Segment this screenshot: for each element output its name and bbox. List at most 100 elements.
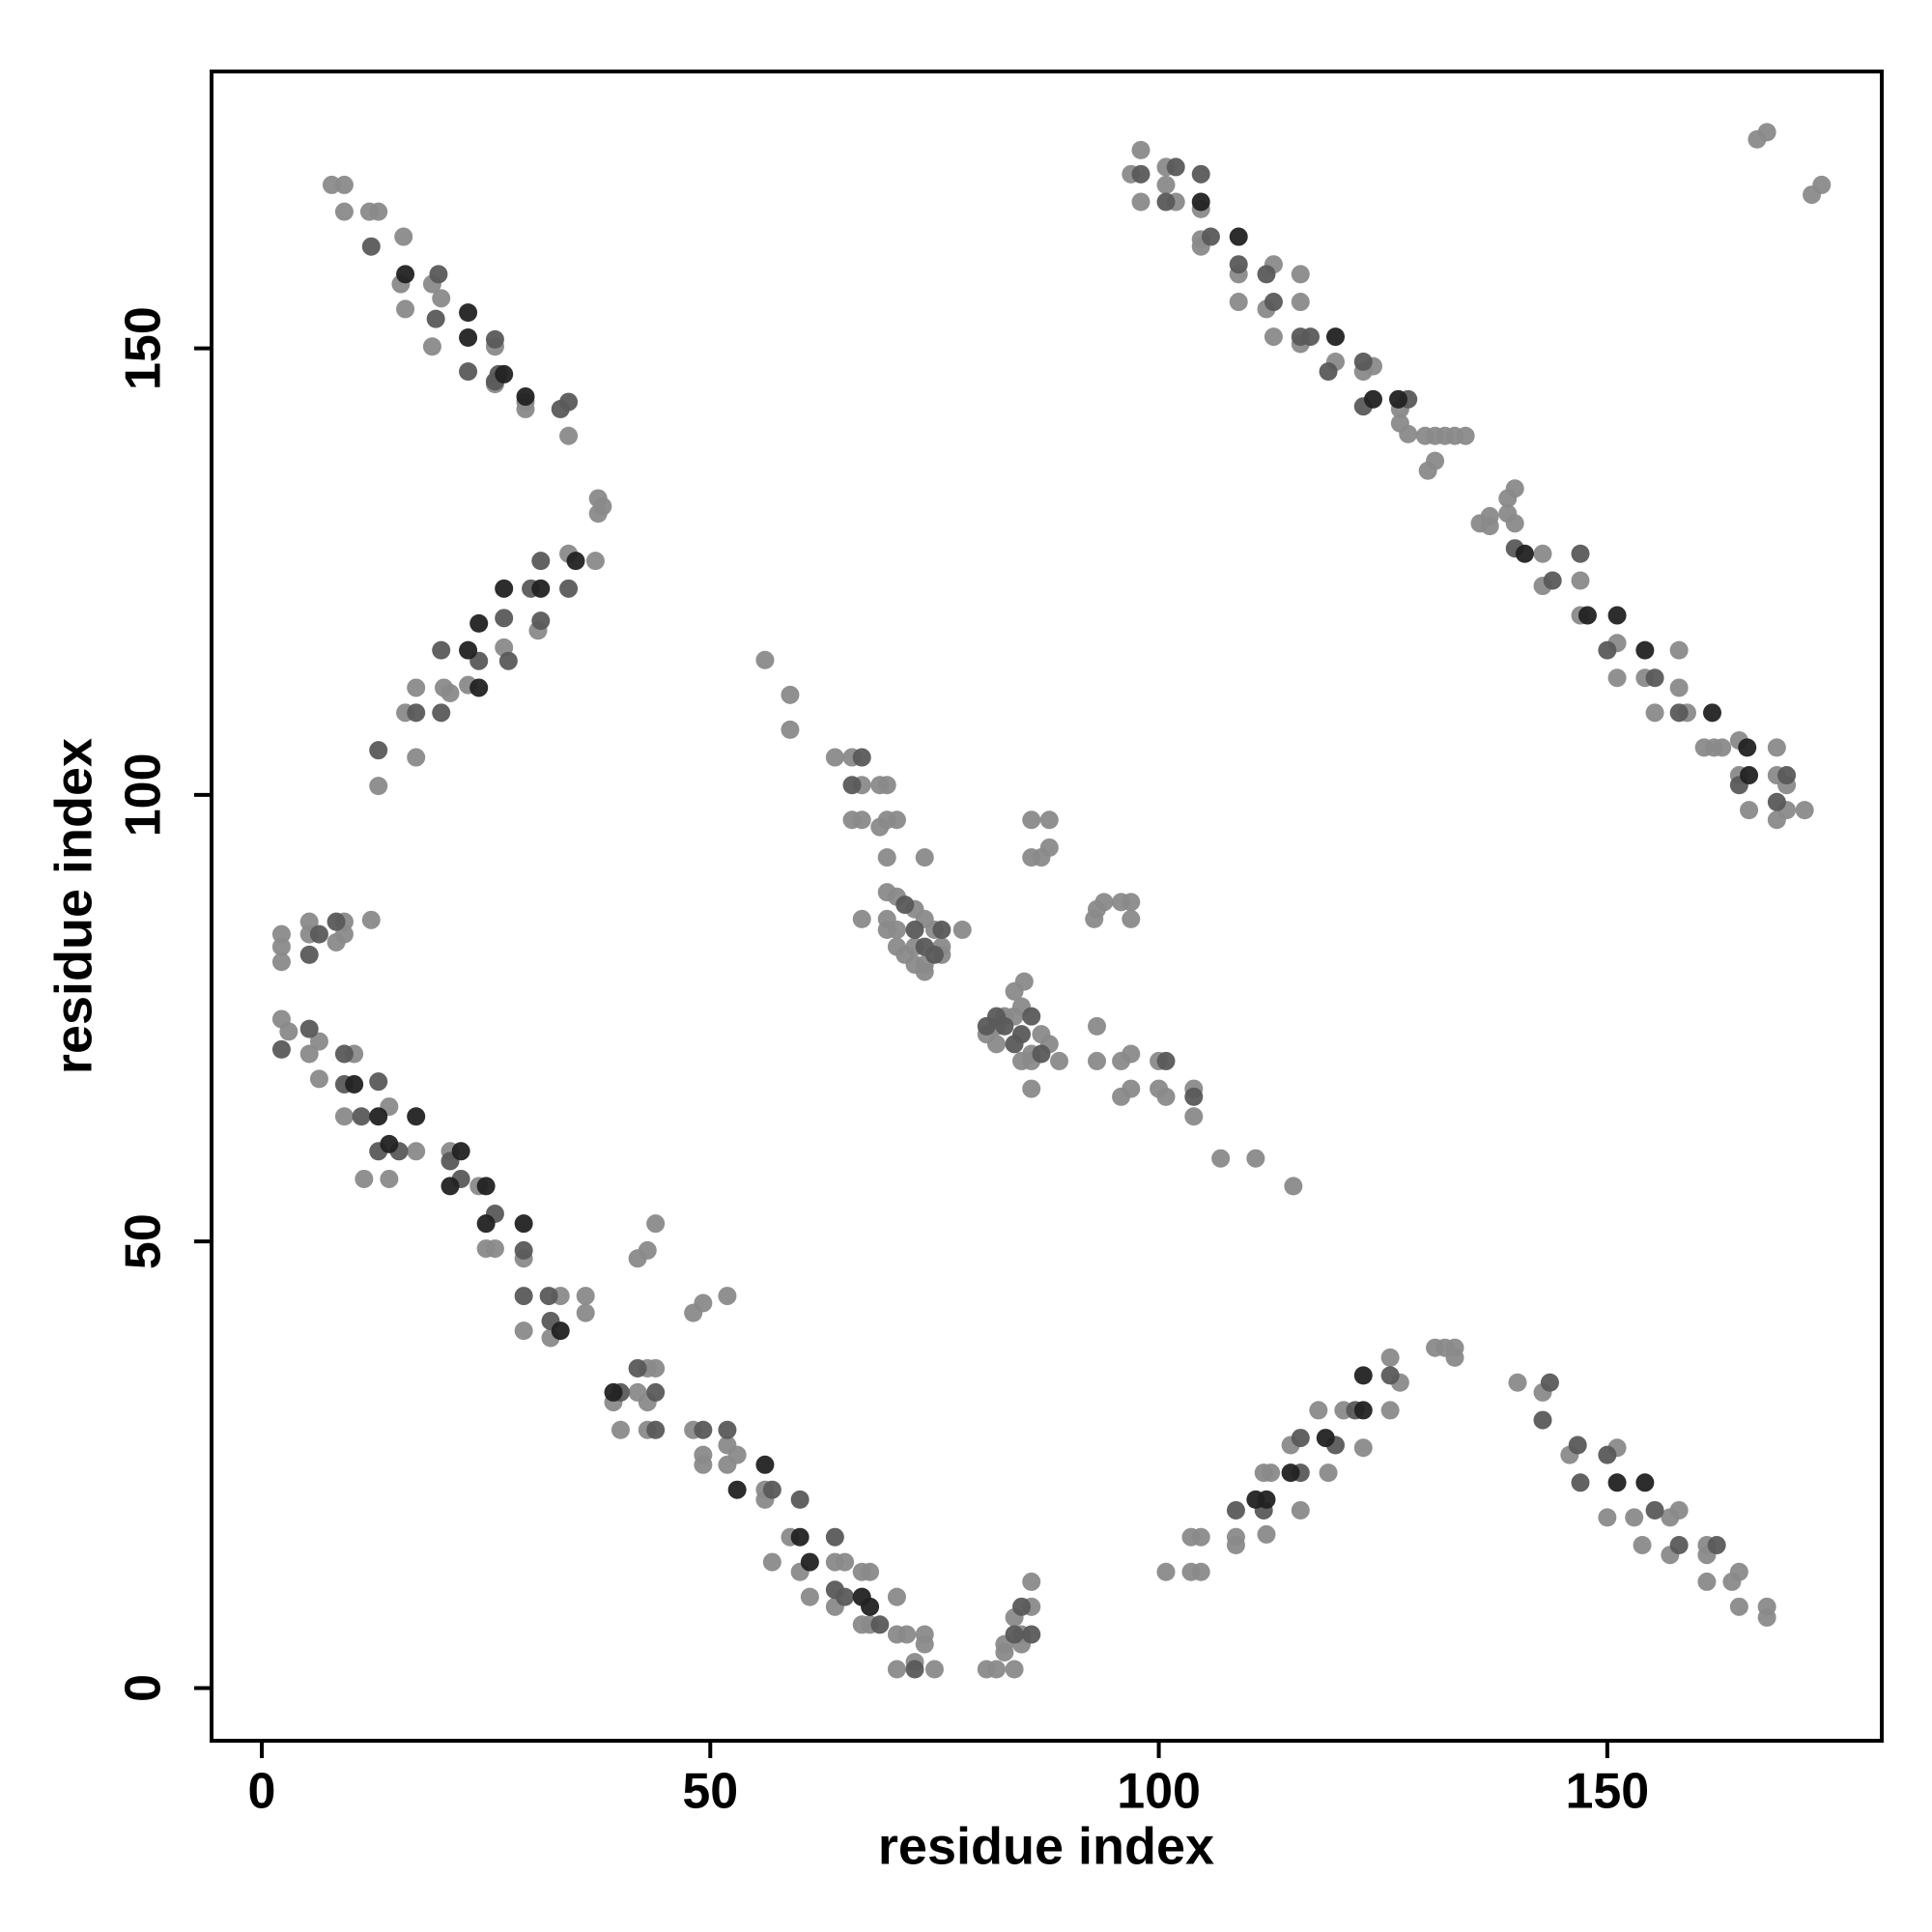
point bbox=[755, 1455, 775, 1474]
point bbox=[1389, 389, 1407, 409]
point bbox=[559, 392, 579, 412]
point bbox=[495, 364, 514, 384]
point bbox=[1633, 1536, 1652, 1555]
point bbox=[426, 309, 445, 328]
point bbox=[1353, 352, 1373, 371]
point bbox=[694, 1455, 713, 1474]
point bbox=[1191, 192, 1210, 212]
point bbox=[1380, 1401, 1400, 1420]
point bbox=[1131, 140, 1151, 159]
point bbox=[1380, 1366, 1400, 1385]
point bbox=[1625, 1508, 1644, 1527]
point bbox=[781, 720, 800, 739]
point bbox=[1246, 1149, 1265, 1168]
point bbox=[1767, 792, 1786, 811]
point bbox=[1508, 1373, 1527, 1392]
point bbox=[861, 1562, 880, 1581]
point bbox=[271, 937, 291, 956]
point bbox=[469, 678, 489, 697]
point bbox=[1445, 1348, 1464, 1367]
point bbox=[1264, 293, 1283, 312]
point bbox=[1669, 640, 1689, 660]
point bbox=[646, 1420, 666, 1439]
point bbox=[407, 1107, 426, 1126]
point bbox=[1262, 1463, 1281, 1483]
point bbox=[1319, 362, 1338, 382]
point bbox=[1669, 678, 1689, 697]
point bbox=[825, 1527, 844, 1547]
point bbox=[309, 1032, 328, 1051]
point bbox=[646, 1358, 666, 1378]
point bbox=[369, 777, 388, 796]
point bbox=[396, 265, 415, 284]
point bbox=[887, 810, 906, 830]
point bbox=[1571, 544, 1590, 563]
point bbox=[576, 1287, 595, 1306]
point bbox=[800, 1552, 819, 1572]
point bbox=[887, 1660, 906, 1679]
point bbox=[1380, 1348, 1400, 1367]
point bbox=[1757, 123, 1776, 142]
point bbox=[585, 552, 605, 571]
point bbox=[727, 1445, 747, 1464]
point bbox=[1005, 1660, 1024, 1679]
point bbox=[1184, 1107, 1204, 1126]
x-tick-label: 0 bbox=[248, 1764, 276, 1820]
point bbox=[432, 640, 451, 660]
point bbox=[1598, 1445, 1617, 1464]
point bbox=[1326, 327, 1345, 347]
point bbox=[299, 945, 319, 964]
point bbox=[852, 909, 871, 928]
point bbox=[718, 1420, 737, 1439]
point bbox=[1505, 479, 1524, 498]
point bbox=[531, 552, 551, 571]
point bbox=[1050, 1051, 1068, 1070]
plot-frame bbox=[210, 70, 1884, 1743]
point bbox=[694, 1293, 713, 1313]
point bbox=[498, 651, 518, 670]
point bbox=[1533, 544, 1552, 563]
point bbox=[531, 579, 551, 598]
point bbox=[1533, 1410, 1552, 1430]
point bbox=[1156, 1087, 1176, 1106]
point bbox=[271, 1039, 291, 1059]
point bbox=[1364, 389, 1382, 409]
point bbox=[440, 683, 460, 702]
point bbox=[1635, 640, 1655, 660]
point bbox=[396, 299, 415, 319]
point bbox=[514, 1321, 533, 1341]
point bbox=[852, 748, 871, 767]
point bbox=[842, 776, 862, 795]
point bbox=[987, 1660, 1006, 1679]
point bbox=[495, 609, 514, 628]
point bbox=[952, 921, 972, 940]
point bbox=[1757, 1607, 1776, 1627]
point bbox=[299, 1044, 319, 1064]
point bbox=[1191, 1527, 1210, 1547]
point bbox=[1353, 1438, 1373, 1458]
point bbox=[1795, 801, 1814, 820]
point bbox=[334, 175, 354, 194]
point bbox=[1316, 1429, 1335, 1448]
point bbox=[1246, 1490, 1265, 1509]
point bbox=[1291, 1500, 1310, 1520]
point bbox=[1571, 571, 1590, 590]
point bbox=[1540, 1373, 1559, 1392]
point bbox=[1645, 703, 1664, 723]
point bbox=[429, 265, 448, 284]
point bbox=[1480, 517, 1499, 536]
point bbox=[407, 1142, 426, 1161]
point bbox=[361, 910, 381, 929]
point bbox=[1353, 1366, 1373, 1385]
point bbox=[407, 703, 426, 723]
point bbox=[1399, 424, 1418, 443]
point bbox=[1122, 909, 1141, 928]
point bbox=[1005, 1625, 1024, 1644]
point bbox=[1281, 1463, 1300, 1483]
point bbox=[322, 175, 341, 194]
point bbox=[924, 1660, 944, 1679]
point bbox=[1122, 1079, 1141, 1098]
point bbox=[369, 1072, 388, 1092]
point bbox=[800, 1587, 819, 1606]
